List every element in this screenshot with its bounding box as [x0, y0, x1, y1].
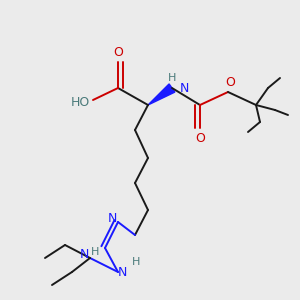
Text: H: H — [132, 257, 140, 267]
Polygon shape — [148, 84, 175, 105]
Text: N: N — [179, 82, 189, 94]
Text: HO: HO — [70, 97, 90, 110]
Text: O: O — [195, 131, 205, 145]
Text: N: N — [79, 248, 89, 262]
Text: O: O — [113, 46, 123, 59]
Text: H: H — [91, 247, 99, 257]
Text: N: N — [117, 266, 127, 278]
Text: N: N — [107, 212, 117, 224]
Text: O: O — [225, 76, 235, 89]
Text: H: H — [168, 73, 176, 83]
